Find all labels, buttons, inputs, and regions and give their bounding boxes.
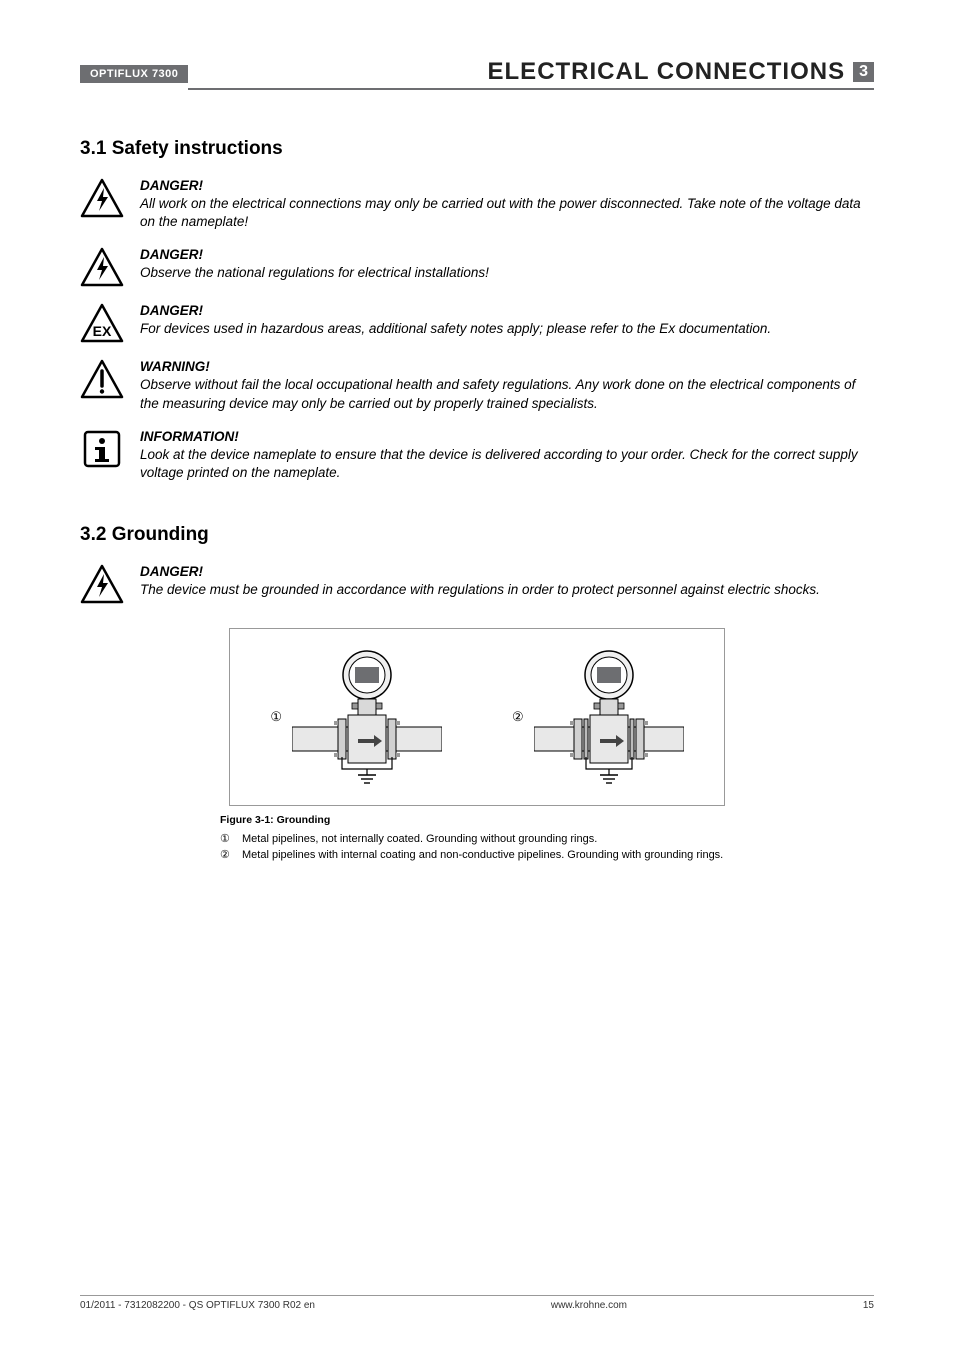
chapter-banner: ELECTRICAL CONNECTIONS 3 (188, 58, 874, 90)
note-body: INFORMATION! Look at the device nameplat… (140, 429, 874, 482)
figure-variant-1: ① (270, 647, 442, 787)
page-footer: 01/2011 - 7312082200 - QS OPTIFLUX 7300 … (80, 1295, 874, 1311)
note-text: Observe without fail the local occupatio… (140, 376, 874, 412)
page-header: OPTIFLUX 7300 ELECTRICAL CONNECTIONS 3 (80, 58, 874, 90)
section-heading-grounding: 3.2 Grounding (80, 524, 874, 546)
footer-page-number: 15 (863, 1300, 874, 1311)
note-title: DANGER! (140, 564, 874, 579)
note-text: For devices used in hazardous areas, add… (140, 320, 874, 338)
note-title: DANGER! (140, 178, 874, 193)
legend-item-2: ② Metal pipelines with internal coating … (220, 848, 874, 864)
footer-center: www.krohne.com (551, 1300, 627, 1311)
figure-legend: ① Metal pipelines, not internally coated… (220, 832, 874, 864)
note-body: DANGER! The device must be grounded in a… (140, 564, 874, 599)
chapter-number: 3 (853, 62, 874, 82)
device-drawing-1 (292, 647, 442, 787)
note-text: The device must be grounded in accordanc… (140, 581, 874, 599)
note-title: INFORMATION! (140, 429, 874, 444)
note-danger-2: DANGER! Observe the national regulations… (80, 247, 874, 287)
note-warning: WARNING! Observe without fail the local … (80, 359, 874, 412)
footer-left: 01/2011 - 7312082200 - QS OPTIFLUX 7300 … (80, 1300, 315, 1311)
danger-electrical-icon (80, 564, 124, 604)
note-danger-grounding: DANGER! The device must be grounded in a… (80, 564, 874, 604)
note-title: DANGER! (140, 247, 874, 262)
note-information: INFORMATION! Look at the device nameplat… (80, 429, 874, 482)
section-heading-safety: 3.1 Safety instructions (80, 138, 874, 160)
figure-marker-2: ② (512, 709, 524, 725)
danger-electrical-icon (80, 178, 124, 218)
information-icon (80, 429, 124, 469)
danger-electrical-icon (80, 247, 124, 287)
legend-text: Metal pipelines with internal coating an… (242, 848, 723, 864)
note-danger-1: DANGER! All work on the electrical conne… (80, 178, 874, 231)
danger-ex-icon: EX (80, 303, 124, 343)
page: OPTIFLUX 7300 ELECTRICAL CONNECTIONS 3 3… (0, 0, 954, 1351)
note-title: DANGER! (140, 303, 874, 318)
note-text: All work on the electrical connections m… (140, 195, 874, 231)
figure-variant-2: ② (512, 647, 684, 787)
legend-item-1: ① Metal pipelines, not internally coated… (220, 832, 874, 848)
note-text: Observe the national regulations for ele… (140, 264, 874, 282)
legend-num: ② (220, 848, 236, 864)
legend-text: Metal pipelines, not internally coated. … (242, 832, 597, 848)
product-badge: OPTIFLUX 7300 (80, 65, 188, 83)
note-body: DANGER! For devices used in hazardous ar… (140, 303, 874, 338)
device-drawing-2 (534, 647, 684, 787)
figure-marker-1: ① (270, 709, 282, 725)
figure-caption: Figure 3-1: Grounding (220, 814, 874, 826)
figure-box: ① (229, 628, 724, 806)
note-body: DANGER! All work on the electrical conne… (140, 178, 874, 231)
note-text: Look at the device nameplate to ensure t… (140, 446, 874, 482)
chapter-title: ELECTRICAL CONNECTIONS (488, 58, 846, 86)
figure-grounding: ① (80, 628, 874, 806)
legend-num: ① (220, 832, 236, 848)
note-body: WARNING! Observe without fail the local … (140, 359, 874, 412)
warning-icon (80, 359, 124, 399)
note-body: DANGER! Observe the national regulations… (140, 247, 874, 282)
svg-text:EX: EX (93, 323, 112, 339)
note-danger-ex: EX DANGER! For devices used in hazardous… (80, 303, 874, 343)
note-title: WARNING! (140, 359, 874, 374)
